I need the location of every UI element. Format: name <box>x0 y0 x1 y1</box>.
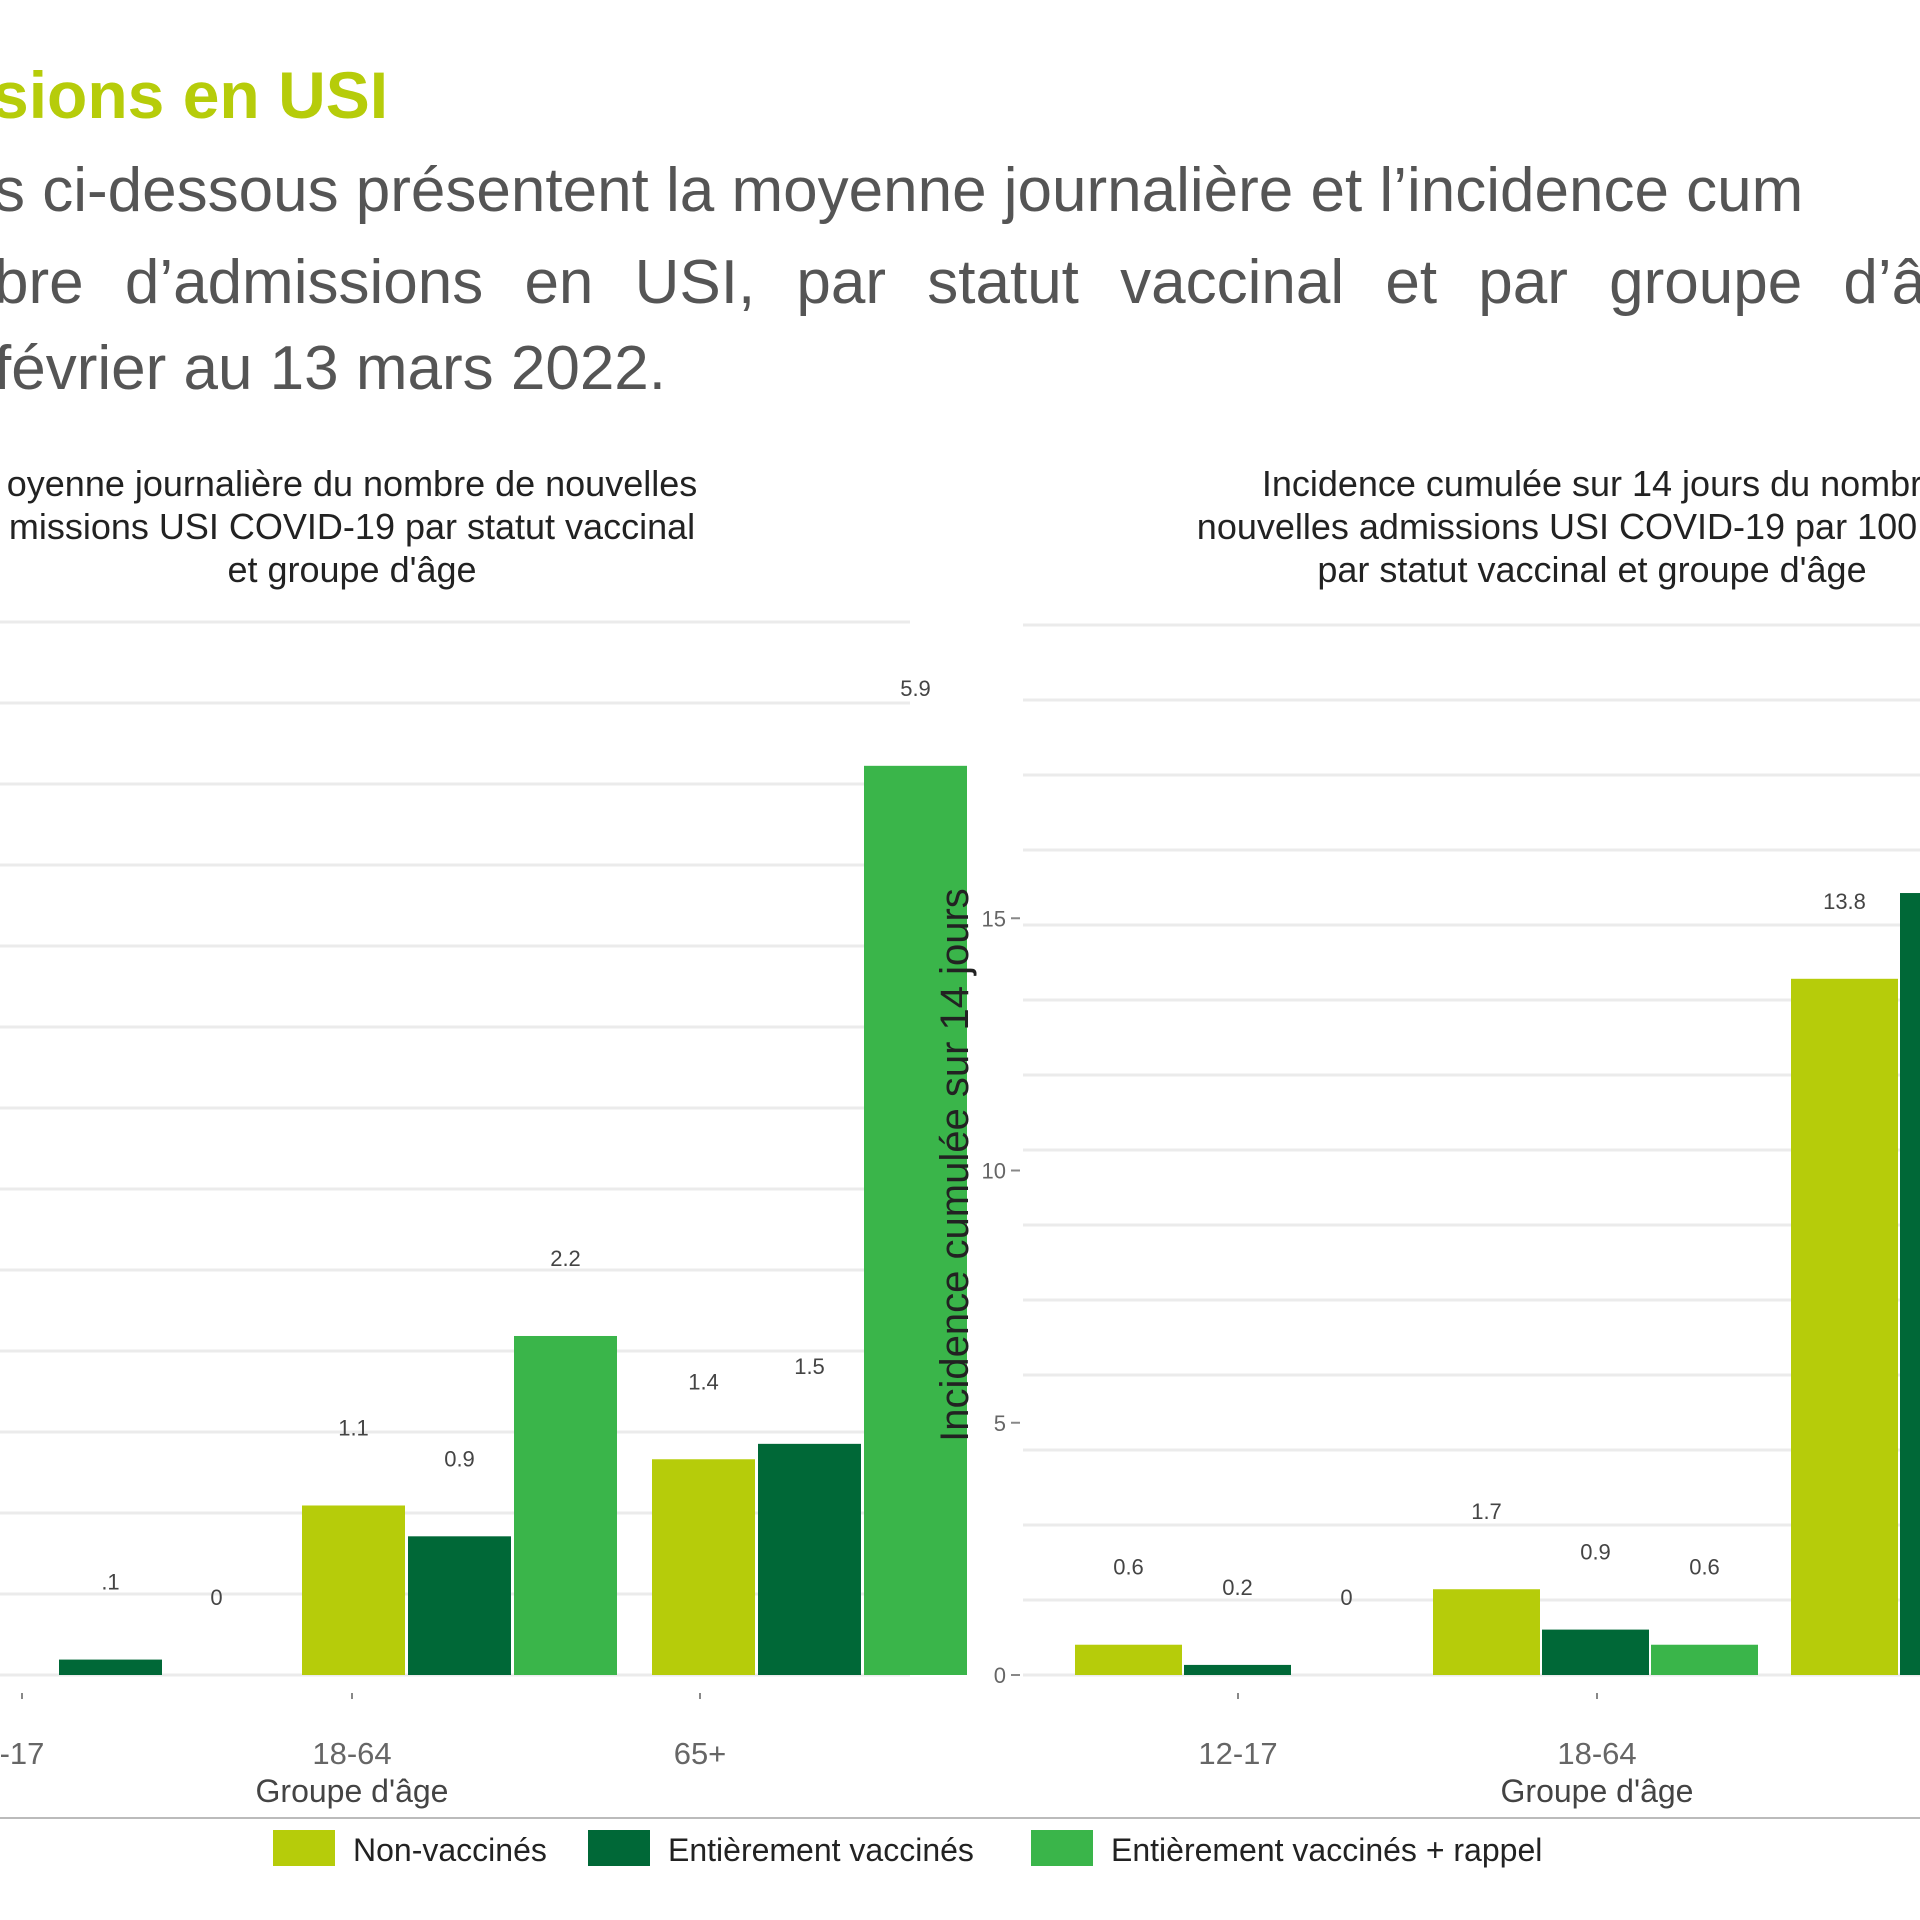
bar-enti-rement-vaccin-s-18-64 <box>408 1536 511 1675</box>
bar-enti-rement-vaccin-s-rappel-18-64 <box>514 1335 617 1675</box>
y-tick-label: 5 <box>994 1411 1006 1436</box>
intro-line-3: février au 13 mars 2022. <box>0 334 667 403</box>
chart-left: 1.1 1.4 .1 0.9 1.5 0 2.2 5.9 -17 18-64 65+ Groupe d… <box>0 463 967 1809</box>
legend-swatch <box>588 1830 650 1866</box>
bar-enti-rement-vaccin-s-65+ <box>758 1443 861 1675</box>
data-label: 0 <box>1340 1585 1352 1610</box>
legend-swatch <box>273 1830 335 1866</box>
legend-label: Non-vaccinés <box>353 1832 547 1868</box>
bar-enti-rement-vaccin-s-rappel-18-64 <box>1651 1644 1758 1675</box>
legend: Non-vaccinés Entièrement vaccinés Entièrem… <box>273 1830 1542 1868</box>
data-label: 1.5 <box>794 1354 825 1379</box>
data-label: 0.6 <box>1113 1555 1144 1580</box>
x-axis-title: Groupe d'âge <box>256 1773 449 1809</box>
chart-title-line: missions USI COVID-19 par statut vaccina… <box>9 506 695 547</box>
bar-non-vaccin-s-65+ <box>652 1459 755 1675</box>
section-heading: sions en USI <box>0 58 389 132</box>
data-label: 1.1 <box>338 1415 369 1440</box>
bar-enti-rement-vaccin-s-18-64 <box>1542 1629 1649 1675</box>
bar-non-vaccin-s-65+ <box>1791 978 1898 1675</box>
y-tick-label: 0 <box>994 1663 1006 1688</box>
data-label: 0 <box>210 1585 222 1610</box>
x-tick-label: -17 <box>0 1736 44 1771</box>
bar-non-vaccin-s-12-17 <box>1075 1644 1182 1675</box>
legend-swatch <box>1031 1830 1093 1866</box>
x-axis-title: Groupe d'âge <box>1501 1773 1694 1809</box>
y-tick-label: 15 <box>982 906 1006 931</box>
data-label: 2.2 <box>550 1246 581 1271</box>
chart-title-line: par statut vaccinal et groupe d'âge <box>1317 549 1866 590</box>
data-label: 5.9 <box>900 676 931 701</box>
legend-label: Entièrement vaccinés + rappel <box>1111 1832 1542 1868</box>
bar-enti-rement-vaccin-s-65+ <box>1900 893 1920 1675</box>
chart-right: 0.61.713.80.20.900.612-1718-6465+Groupe … <box>933 463 1920 1809</box>
bar-enti-rement-vaccin-s-12-17 <box>1184 1664 1291 1675</box>
bar-non-vaccin-s-18-64 <box>1433 1589 1540 1675</box>
legend-label: Entièrement vaccinés <box>668 1832 974 1868</box>
chart-title-line: et groupe d'âge <box>227 549 476 590</box>
x-tick-label: 65+ <box>674 1736 727 1771</box>
data-label: 1.7 <box>1471 1499 1502 1524</box>
data-label: 13.8 <box>1823 889 1866 914</box>
y-tick-label: 10 <box>982 1159 1006 1184</box>
data-label: 1.4 <box>688 1369 719 1394</box>
bar-enti-rement-vaccin-s--17 <box>59 1659 162 1675</box>
chart-title-line: oyenne journalière du nombre de nouvelle… <box>7 463 697 504</box>
y-axis-title: Incidence cumulée sur 14 jours <box>933 888 977 1442</box>
bar-non-vaccin-s-18-64 <box>302 1505 405 1675</box>
data-label: 0.9 <box>444 1446 475 1471</box>
x-tick-label: 18-64 <box>1557 1736 1636 1771</box>
data-label: .1 <box>101 1570 119 1595</box>
intro-line-1: s ci-dessous présentent la moyenne journ… <box>0 156 1804 225</box>
plot-area: 1.1 1.4 .1 0.9 1.5 0 2.2 5.9 <box>0 620 967 1677</box>
bar-enti-rement-vaccin-s-rappel-65+ <box>864 765 967 1675</box>
data-label: 0.9 <box>1580 1540 1611 1565</box>
data-label: 0.2 <box>1222 1575 1253 1600</box>
data-label: 0.6 <box>1689 1555 1720 1580</box>
x-tick-label: 12-17 <box>1198 1736 1277 1771</box>
chart-title-line: nouvelles admissions USI COVID-19 par 10… <box>1197 506 1920 547</box>
chart-title-line: Incidence cumulée sur 14 jours du nombr <box>1262 463 1920 504</box>
x-tick-label: 18-64 <box>312 1736 391 1771</box>
plot-area: 0.6 1.7 13.8 0.2 0.9 0 0.6 <box>1023 623 1920 1677</box>
intro-line-2: bre d’admissions en USI, par statut vacc… <box>0 248 1920 317</box>
